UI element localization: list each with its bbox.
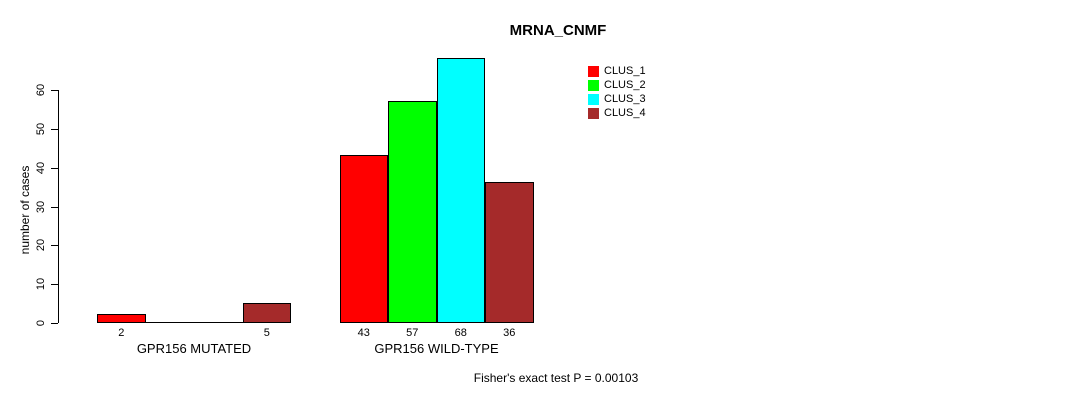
y-tick-label: 30 — [35, 200, 47, 213]
legend-item-clus_4: CLUS_4 — [588, 106, 646, 120]
legend-item-clus_2: CLUS_2 — [588, 78, 646, 92]
bar-value-label: 57 — [406, 327, 419, 339]
fisher-test-annotation: Fisher's exact test P = 0.00103 — [473, 371, 639, 385]
y-tick-label: 40 — [35, 161, 47, 174]
bar-clus_3-gpr156-wild-type — [436, 58, 485, 323]
y-tick-mark — [51, 284, 58, 286]
y-axis-line — [58, 90, 59, 323]
legend: CLUS_1 CLUS_2 CLUS_3 CLUS_4 — [588, 64, 646, 120]
legend-item-clus_1: CLUS_1 — [588, 64, 646, 78]
legend-label: CLUS_2 — [604, 79, 646, 91]
y-tick-mark — [51, 129, 58, 130]
bar-value-label: 36 — [503, 327, 516, 339]
bar-value-label: 5 — [263, 327, 270, 339]
bar-value-label: 68 — [454, 327, 467, 339]
y-tick-label: 0 — [35, 319, 47, 327]
x-category-label-gpr156-wild-type: GPR156 WILD-TYPE — [374, 341, 499, 356]
bar-value-label: 2 — [118, 327, 125, 339]
y-tick-mark — [51, 206, 58, 208]
legend-swatch-clus_1 — [588, 65, 599, 77]
legend-label: CLUS_1 — [604, 65, 646, 77]
legend-label: CLUS_4 — [604, 107, 646, 119]
y-tick-mark — [51, 90, 58, 92]
y-tick-mark — [51, 323, 58, 324]
legend-swatch-clus_2 — [588, 79, 599, 91]
y-tick-mark — [51, 167, 58, 169]
bar-clus_2-gpr156-wild-type — [388, 100, 437, 323]
y-tick-label: 50 — [35, 122, 47, 136]
bar-clus_1-gpr156-mutated — [97, 314, 146, 323]
bar-clus_4-gpr156-mutated — [242, 302, 291, 323]
legend-item-clus_3: CLUS_3 — [588, 92, 646, 106]
y-tick-mark — [51, 245, 58, 247]
bar-clus_1-gpr156-wild-type — [339, 155, 388, 323]
legend-swatch-clus_4 — [588, 107, 599, 119]
legend-swatch-clus_3 — [588, 93, 599, 105]
bar-value-label: 43 — [357, 327, 370, 339]
y-tick-label: 60 — [35, 84, 47, 97]
legend-label: CLUS_3 — [604, 93, 646, 105]
chart-title: MRNA_CNMF — [509, 22, 607, 39]
bar-clus_4-gpr156-wild-type — [485, 182, 534, 323]
y-tick-label: 10 — [35, 278, 47, 291]
x-category-label-gpr156-mutated: GPR156 MUTATED — [136, 341, 252, 356]
y-tick-label: 20 — [35, 239, 47, 252]
group-baseline-gpr156-mutated — [97, 322, 291, 323]
y-axis-label: number of cases — [18, 165, 32, 255]
